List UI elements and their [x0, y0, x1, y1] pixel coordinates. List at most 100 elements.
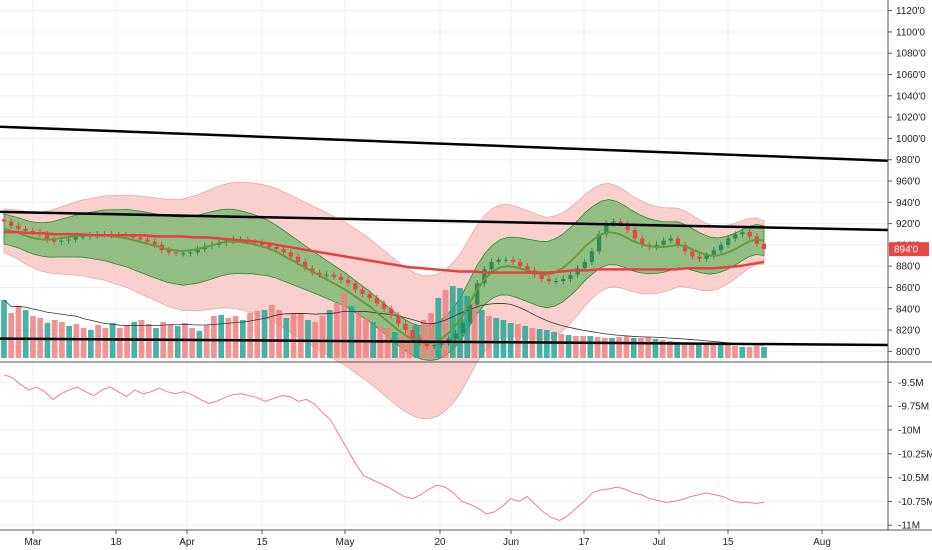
volume-bar	[724, 344, 731, 358]
volume-bar	[22, 310, 29, 358]
volume-bar	[435, 298, 442, 358]
volume-bar	[363, 318, 369, 358]
candle-body	[331, 274, 336, 277]
candle-body	[726, 238, 731, 245]
volume-bar	[543, 330, 550, 358]
volume-bar	[326, 310, 333, 358]
candle-body	[152, 241, 157, 245]
candle-body	[697, 256, 702, 259]
x-tick-label: Mar	[24, 537, 42, 548]
candle-body	[324, 274, 329, 276]
volume-bar	[189, 328, 196, 358]
volume-bar	[319, 316, 326, 358]
y-tick-label: 1040'0	[896, 91, 926, 102]
y-tick-label: 940'0	[896, 198, 921, 209]
ind-y-tick-label: -9.75M	[898, 402, 929, 413]
volume-bar	[8, 313, 15, 358]
candle-body	[460, 322, 465, 334]
candle-body	[59, 240, 64, 242]
volume-bar	[515, 324, 521, 358]
volume-bar	[73, 324, 80, 358]
candle-body	[604, 223, 609, 235]
volume-bar	[261, 310, 268, 358]
volume-bar	[196, 331, 203, 358]
volume-bar	[486, 316, 492, 358]
volume-bar	[761, 347, 767, 358]
x-tick-label: 17	[578, 537, 590, 548]
volume-bar	[739, 347, 746, 358]
candle-body	[403, 323, 408, 331]
ind-y-tick-label: -10M	[898, 425, 921, 436]
candle-body	[317, 272, 322, 275]
candle-body	[9, 221, 14, 226]
volume-bar	[710, 344, 717, 358]
volume-bar	[276, 310, 282, 358]
candle-body	[288, 252, 293, 257]
indicator-line	[3, 374, 765, 522]
candle-body	[618, 221, 623, 224]
volume-bar	[732, 346, 738, 358]
volume-bar	[464, 296, 471, 358]
volume-bar	[616, 337, 623, 358]
candle-body	[338, 276, 344, 281]
y-tick-label: 800'0	[896, 347, 921, 358]
candle-body	[381, 303, 387, 309]
candle-body	[130, 236, 136, 238]
x-tick-label: Jul	[653, 537, 666, 548]
x-tick-label: 15	[722, 537, 734, 548]
candle-body	[482, 269, 487, 284]
trendlines	[0, 125, 889, 347]
candle-body	[367, 293, 372, 299]
candle-body	[589, 251, 595, 262]
volume-bar	[334, 303, 340, 358]
volume-bar	[283, 318, 290, 358]
candle-body	[138, 237, 143, 240]
candle-body	[503, 259, 509, 261]
volume-bar	[659, 340, 666, 358]
volume-bar	[66, 326, 73, 358]
y-tick-label: 980'0	[896, 155, 921, 166]
candle-body	[52, 239, 57, 242]
candle-body	[44, 234, 50, 240]
volume-bar	[15, 306, 22, 358]
candle-body	[718, 244, 724, 251]
y-tick-label: 1120'0	[896, 6, 925, 17]
volume-bar	[493, 318, 500, 358]
volume-bar	[305, 320, 311, 358]
candle-body	[675, 238, 681, 245]
candle-body	[711, 250, 716, 256]
volume-bar	[638, 338, 644, 358]
volume-bar	[30, 316, 36, 358]
candle-body	[690, 251, 695, 257]
candle-body	[625, 223, 630, 230]
volume-bar	[203, 325, 210, 358]
candle-body	[281, 249, 286, 253]
volume-bar	[688, 344, 695, 358]
ind-y-tick-label: -10.5M	[898, 473, 929, 484]
candle-body	[267, 244, 272, 248]
volume-bar	[609, 338, 615, 358]
candle-body	[639, 238, 645, 245]
candle-body	[525, 266, 530, 271]
candle-body	[632, 229, 638, 239]
candle-body	[453, 333, 458, 339]
volume-bar	[565, 335, 572, 358]
volume-bar	[95, 325, 101, 358]
candle-body	[188, 252, 193, 254]
candle-body	[303, 261, 308, 269]
candle-body	[424, 342, 430, 347]
candle-body	[596, 234, 602, 252]
volume-bar	[239, 320, 246, 358]
volume-bar	[449, 286, 456, 358]
volume-bar	[478, 310, 485, 358]
candle-body	[510, 259, 516, 262]
candle-body	[389, 308, 394, 316]
candle-body	[546, 278, 552, 282]
candle-body	[496, 259, 501, 262]
candle-body	[23, 228, 28, 232]
volume-bar	[667, 341, 673, 358]
volume-bar	[124, 326, 130, 358]
candle-body	[489, 261, 494, 270]
volume-bar	[681, 343, 688, 358]
